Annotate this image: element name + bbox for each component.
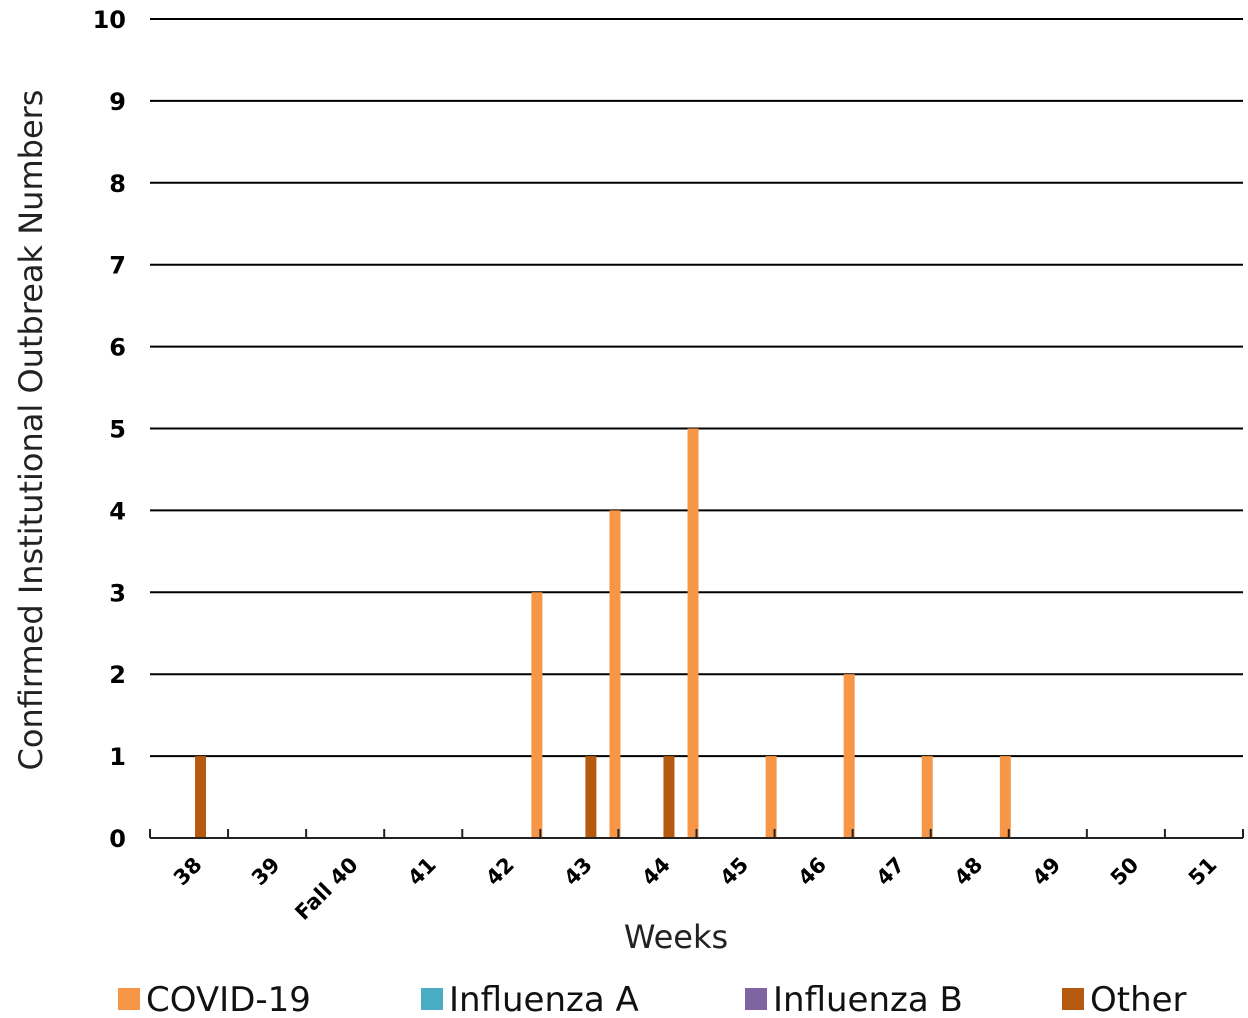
y-axis-title: Confirmed Institutional Outbreak Numbers [12,90,50,771]
x-tick-label: 42 [481,853,519,891]
x-tick-label: 39 [247,853,285,891]
y-tick-label: 6 [109,334,126,362]
legend-label: Influenza B [773,980,963,1018]
legend-swatch [1062,988,1084,1010]
y-tick-label: 5 [109,416,126,444]
legend-label: COVID-19 [146,980,311,1018]
y-tick-label: 3 [109,579,126,607]
y-tick-label: 8 [109,170,126,198]
bar-other-43 [585,756,597,838]
bar-covid-19-43 [531,592,543,838]
bar-covid-19-44 [609,510,621,838]
x-tick-label: 44 [637,853,675,891]
x-tick-label: 45 [715,853,753,891]
x-tick-label: Fall 40 [290,853,362,925]
bars [195,428,1011,838]
y-tick-label: 4 [109,497,126,525]
x-tick-labels: 38 39 Fall 40 41 42 43 44 45 46 47 48 49 50 51 [169,853,1222,925]
legend-swatch [421,988,443,1010]
y-tick-label: 10 [93,6,126,34]
x-tick-label: 43 [559,853,597,891]
bar-other-38 [195,756,207,838]
legend-swatch [118,988,140,1010]
x-tick-label: 48 [950,853,988,891]
bar-covid-19-48 [921,756,933,838]
bar-other-44 [663,756,675,838]
x-tick-label: 51 [1184,853,1222,891]
legend-label: Other [1090,980,1187,1018]
y-tick-label: 1 [109,743,126,771]
bar-covid-19-49 [999,756,1011,838]
x-tick-label: 41 [403,853,441,891]
y-tick-label: 2 [109,661,126,689]
y-tick-label: 9 [109,88,126,116]
legend-swatch [745,988,767,1010]
bar-covid-19-47 [843,674,855,838]
y-tick-label: 0 [109,825,126,853]
bar-covid-19-46 [765,756,777,838]
x-tick-label: 46 [794,853,832,891]
x-axis-title: Weeks [624,918,728,956]
bar-covid-19-45 [687,428,699,838]
x-tick-label: 50 [1106,853,1144,891]
x-tick-label: 38 [169,853,207,891]
x-tick-label: 49 [1028,853,1066,891]
y-tick-labels: 0 1 2 3 4 5 6 7 8 9 10 [93,6,126,853]
axes [149,829,1244,839]
y-tick-label: 7 [109,252,126,280]
x-tick-label: 47 [872,853,910,891]
legend-label: Influenza A [449,980,639,1018]
legend: COVID-19 Influenza A Influenza B Other [118,980,1187,1018]
